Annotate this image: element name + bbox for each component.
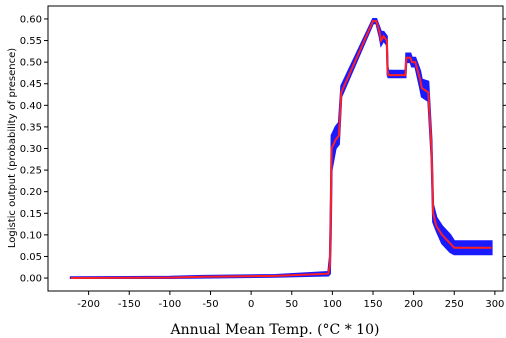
x-tick-label: 0 <box>248 299 254 310</box>
y-tick-label: 0.25 <box>20 166 42 177</box>
y-axis: 0.00 0.05 0.10 0.15 0.20 0.25 0.30 0.35 0.40 0.45… <box>20 14 506 285</box>
x-tick-label: 250 <box>445 299 464 310</box>
y-tick-label: 0.45 <box>20 79 42 90</box>
y-tick-label: 0.10 <box>20 230 42 241</box>
x-tick-label: -50 <box>202 299 218 310</box>
x-axis-label: Annual Mean Temp. (°C * 10) <box>170 322 380 338</box>
y-tick-label: 0.00 <box>20 274 42 285</box>
y-axis-label: Logistic output (probability of presence… <box>7 48 18 248</box>
y-tick-label: 0.30 <box>20 144 42 155</box>
x-axis: -200 -150 -100 -50 0 50 100 150 200 250 300 <box>77 291 504 310</box>
mean-line-layer <box>70 20 492 279</box>
y-tick-label: 0.60 <box>20 14 42 25</box>
y-tick-label: 0.55 <box>20 36 42 47</box>
plot-area <box>47 5 504 292</box>
mean-response-line <box>70 20 492 279</box>
x-tick-label: -150 <box>118 299 141 310</box>
y-tick-label: 0.05 <box>20 252 42 263</box>
x-tick-label: -100 <box>159 299 182 310</box>
x-tick-label: -200 <box>77 299 100 310</box>
x-tick-label: 50 <box>285 299 298 310</box>
x-tick-label: 300 <box>485 299 504 310</box>
y-tick-label: 0.50 <box>20 58 42 69</box>
x-tick-label: 200 <box>404 299 423 310</box>
y-tick-label: 0.15 <box>20 209 42 220</box>
y-tick-label: 0.35 <box>20 122 42 133</box>
x-tick-label: 150 <box>363 299 382 310</box>
x-tick-label: 100 <box>323 299 342 310</box>
y-tick-label: 0.20 <box>20 187 42 198</box>
y-tick-label: 0.40 <box>20 101 42 112</box>
